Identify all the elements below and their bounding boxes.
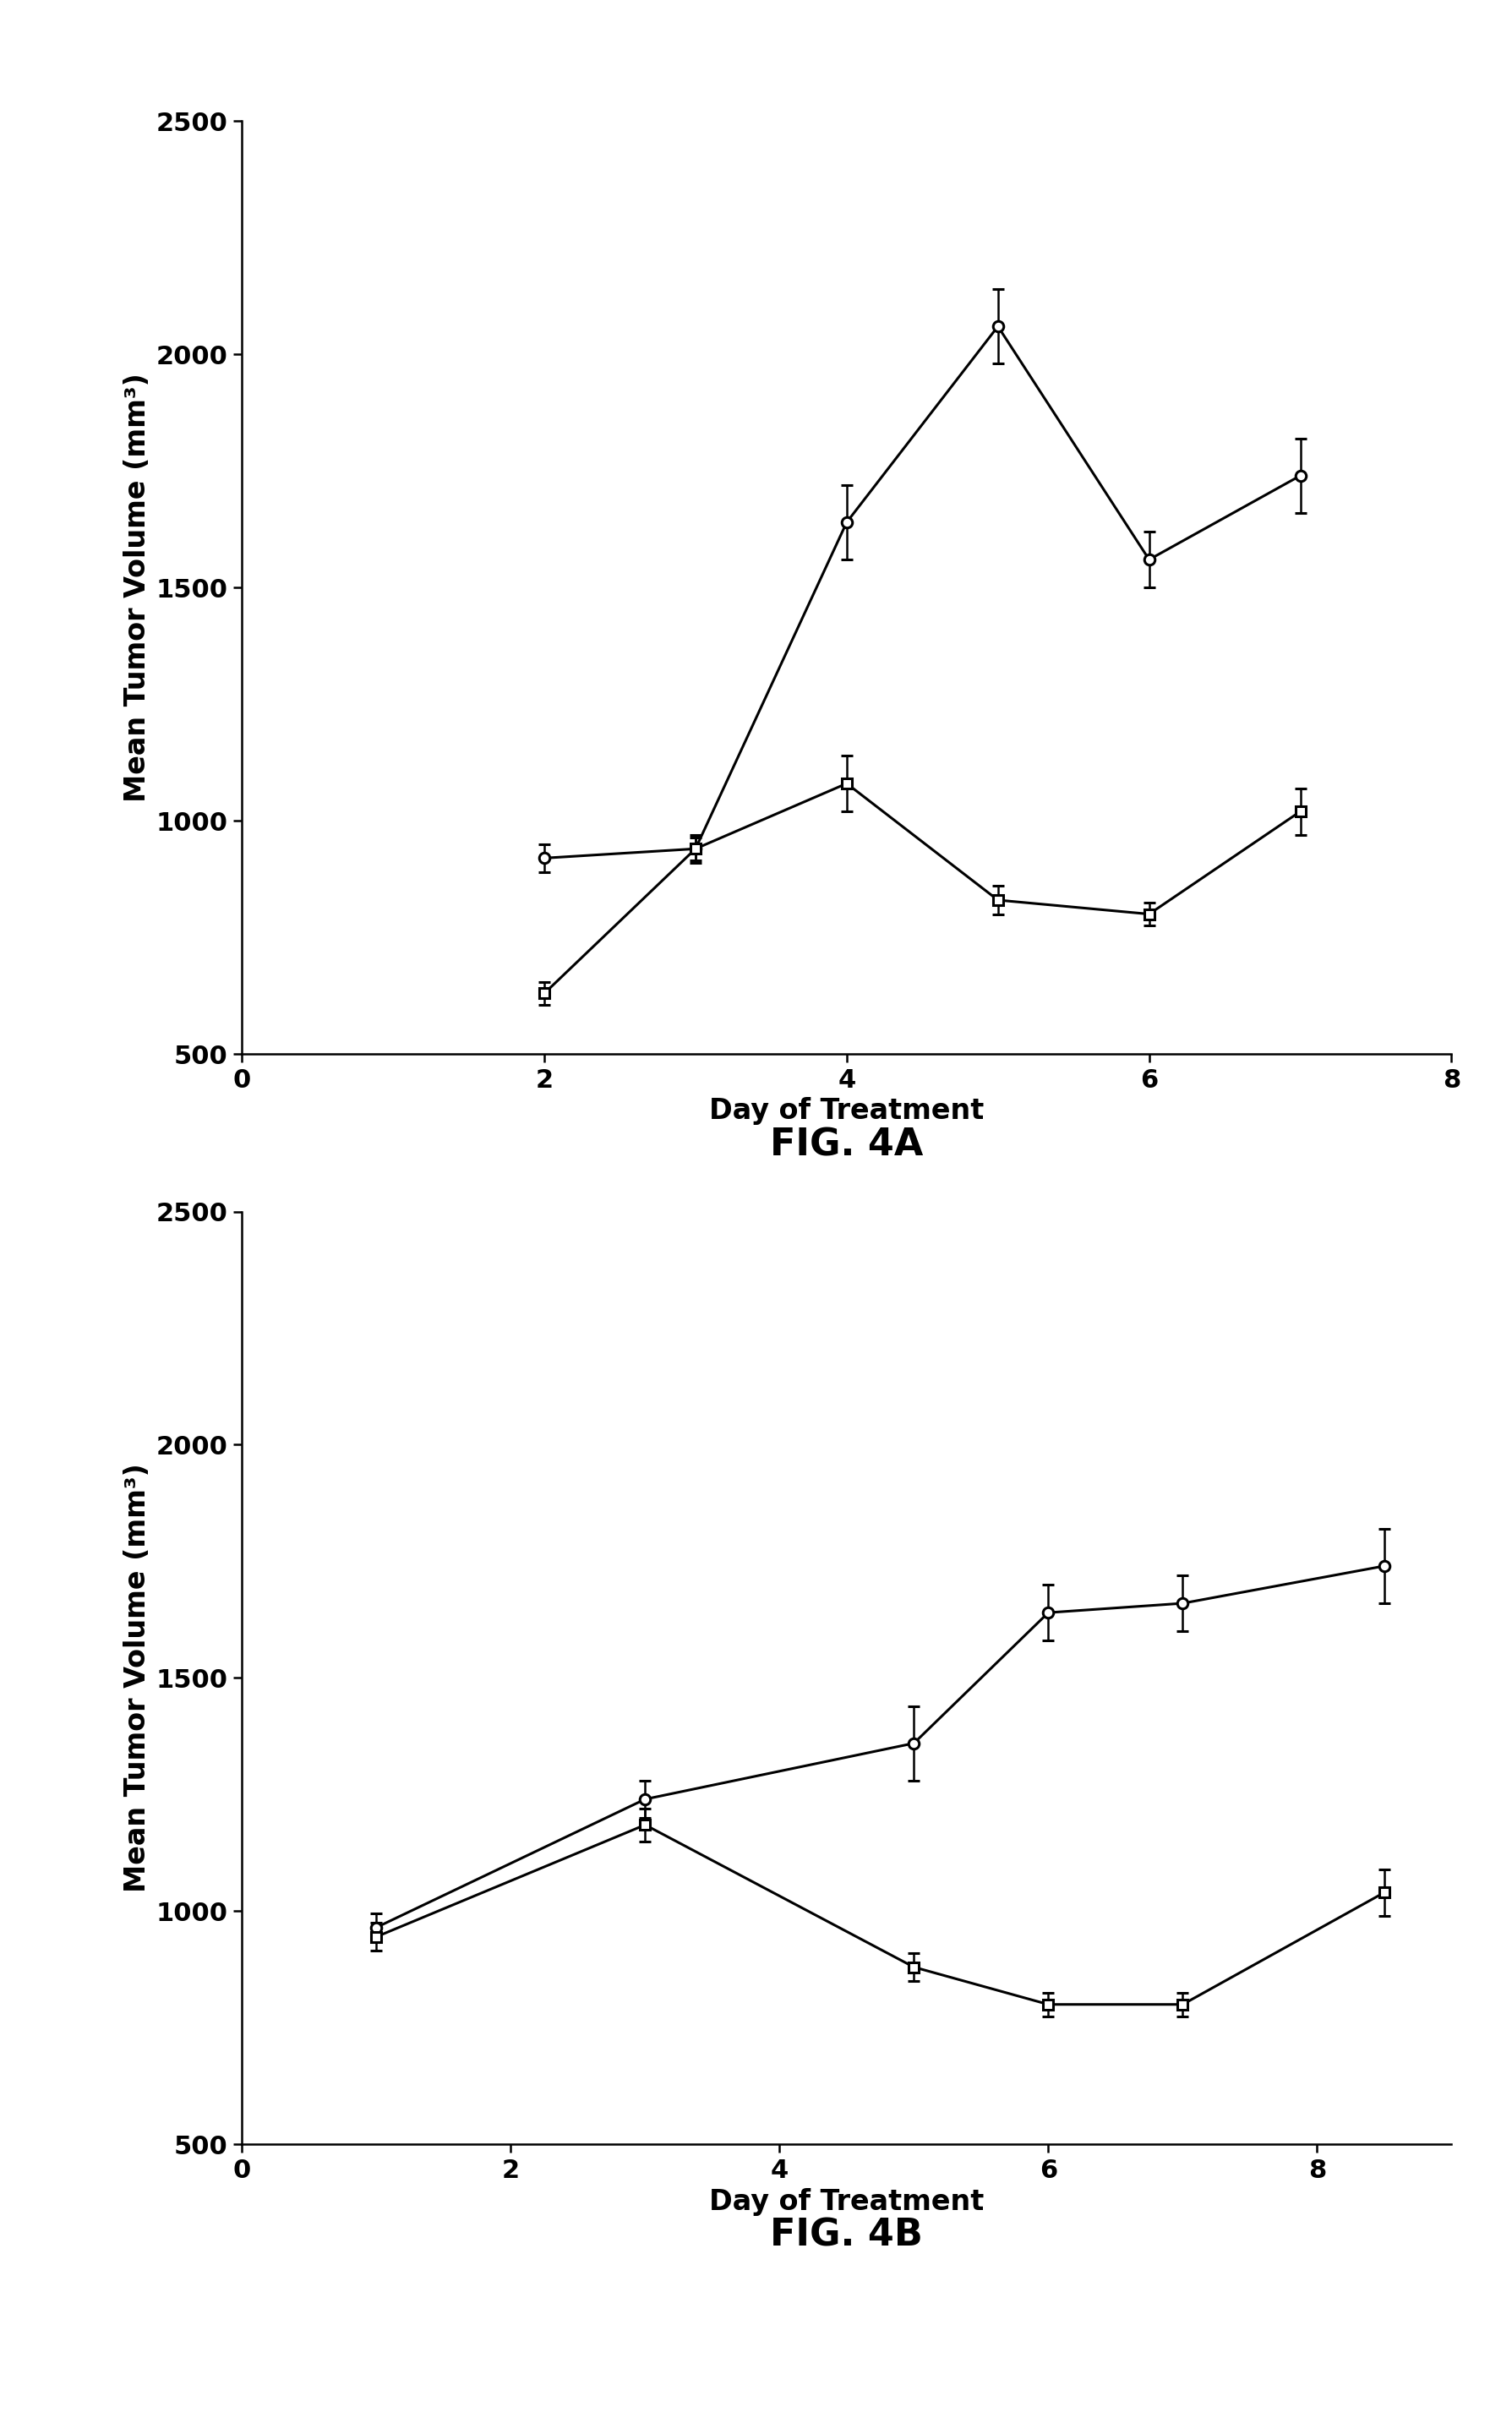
Y-axis label: Mean Tumor Volume (mm³): Mean Tumor Volume (mm³) xyxy=(124,373,151,802)
X-axis label: Day of Treatment: Day of Treatment xyxy=(709,1098,984,1124)
Text: FIG. 4A: FIG. 4A xyxy=(770,1127,924,1163)
Y-axis label: Mean Tumor Volume (mm³): Mean Tumor Volume (mm³) xyxy=(124,1463,151,1892)
Text: FIG. 4B: FIG. 4B xyxy=(770,2217,924,2253)
X-axis label: Day of Treatment: Day of Treatment xyxy=(709,2188,984,2215)
